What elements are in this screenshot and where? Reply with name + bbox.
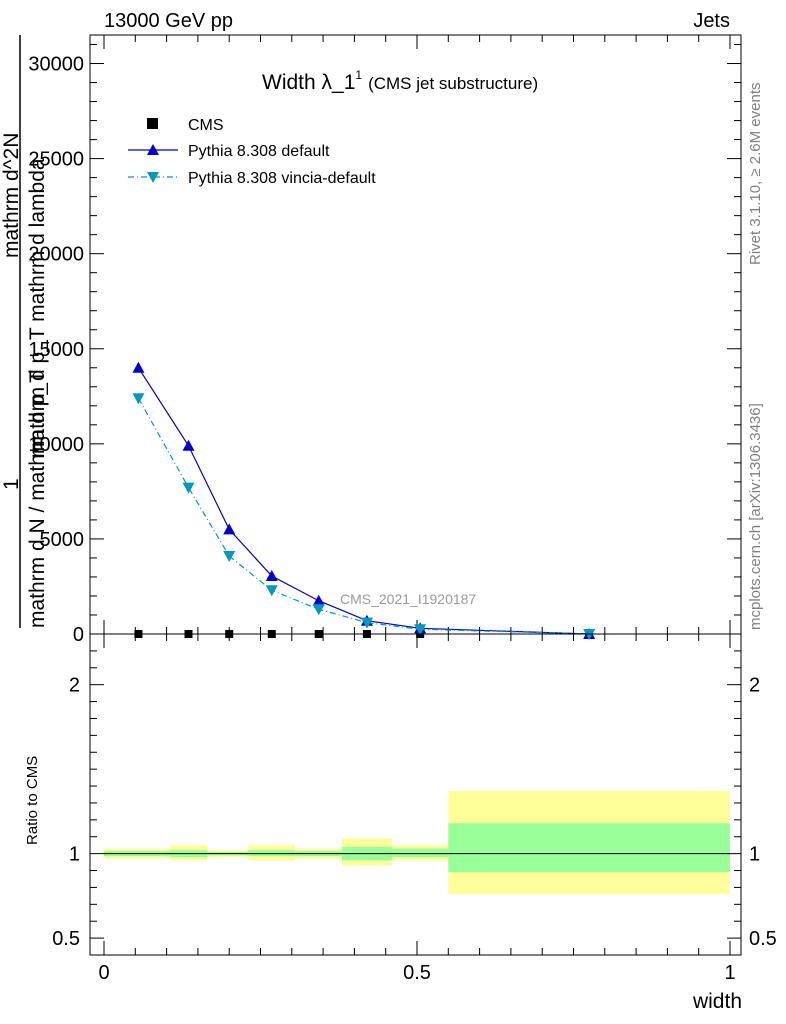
ratio-xtick-label: 1 — [724, 962, 735, 984]
data-point-default — [223, 523, 236, 535]
legend-vincia-label: Pythia 8.308 vincia-default — [188, 170, 376, 187]
legend: CMS Pythia 8.308 default Pythia 8.308 vi… — [128, 117, 376, 187]
legend-cms-marker — [147, 118, 158, 129]
plot-title: Width λ_11 (CMS jet substructure) — [262, 68, 538, 94]
ratio-bands — [104, 791, 730, 895]
mcplots-label: mcplots.cern.ch [arXiv:1306.3436] — [747, 403, 764, 630]
main-y-ticks: 0 5000 10000 15000 20000 25000 30000 — [28, 44, 741, 646]
ratio-ytick-label-right: 2 — [749, 675, 760, 697]
ratio-plot-panel: 0.5 0.51 12 2 0 0.5 1 Ratio to CMS width — [24, 633, 777, 1013]
ratio-ytick-label-left: 1 — [69, 844, 80, 866]
y-label-numerator: 1 — [0, 478, 23, 490]
series-line-1 — [137, 367, 590, 635]
main-ytick-label: 20000 — [28, 244, 84, 266]
rivet-label: Rivet 3.1.10, ≥ 2.6M events — [747, 83, 764, 266]
ratio-frame — [89, 633, 742, 956]
main-series — [132, 361, 596, 640]
data-point-vincia — [132, 393, 145, 405]
ratio-ytick-label-left: 2 — [69, 675, 80, 697]
x-axis-label: width — [692, 990, 742, 1013]
ratio-xtick-label: 0 — [98, 962, 109, 984]
data-point-vincia — [312, 604, 325, 616]
y-label-right-den: mathrm d p_T mathrm d lambda — [26, 158, 49, 458]
main-ytick-label: 15000 — [28, 339, 84, 361]
ratio-ytick-label-left: 0.5 — [52, 928, 80, 950]
data-point-default — [182, 439, 195, 451]
header-right: Jets — [693, 10, 730, 32]
ratio-y-label: Ratio to CMS — [24, 756, 41, 845]
data-point-default — [132, 361, 145, 373]
ratio-ytick-label-right: 1 — [749, 844, 760, 866]
data-point-default — [312, 594, 325, 606]
watermark: CMS_2021_I1920187 — [340, 591, 476, 607]
legend-vincia-marker — [147, 172, 159, 183]
data-point-vincia — [223, 551, 236, 563]
main-ytick-label: 5000 — [40, 529, 85, 551]
data-point-vincia — [360, 617, 373, 629]
data-point-vincia — [265, 585, 278, 597]
y-label-right-num: mathrm d^2N — [0, 133, 23, 258]
series-line-2 — [137, 397, 590, 635]
legend-default-label: Pythia 8.308 default — [188, 143, 330, 160]
header-left: 13000 GeV pp — [104, 10, 233, 32]
ratio-y-ticks: 0.5 0.5 1 1 2 2 — [52, 650, 777, 950]
ratio-band-inner-6 — [391, 848, 449, 858]
ratio-ytick-label-right: 0.5 — [749, 928, 777, 950]
y-label-denominator: mathrm d N / mathrm d p_T — [26, 370, 49, 628]
legend-default-marker — [147, 144, 159, 155]
data-point-vincia — [414, 624, 427, 636]
ratio-x-ticks: 0 0.5 1 — [98, 634, 736, 984]
data-point-vincia — [182, 482, 195, 494]
main-ytick-label: 10000 — [28, 434, 84, 456]
legend-cms-label: CMS — [188, 117, 224, 134]
main-ytick-label: 25000 — [28, 149, 84, 171]
main-ytick-label: 30000 — [28, 54, 84, 76]
main-ytick-label: 0 — [73, 624, 84, 646]
main-y-axis-label: 1 mathrm d N / mathrm d p_T mathrm d^2N … — [0, 35, 49, 628]
ratio-band-inner-7 — [448, 823, 730, 873]
main-plot-panel: 0 5000 10000 15000 20000 25000 30000 Width λ_1… — [0, 34, 742, 646]
data-point-default — [265, 570, 278, 582]
ratio-xtick-label: 0.5 — [403, 962, 431, 984]
